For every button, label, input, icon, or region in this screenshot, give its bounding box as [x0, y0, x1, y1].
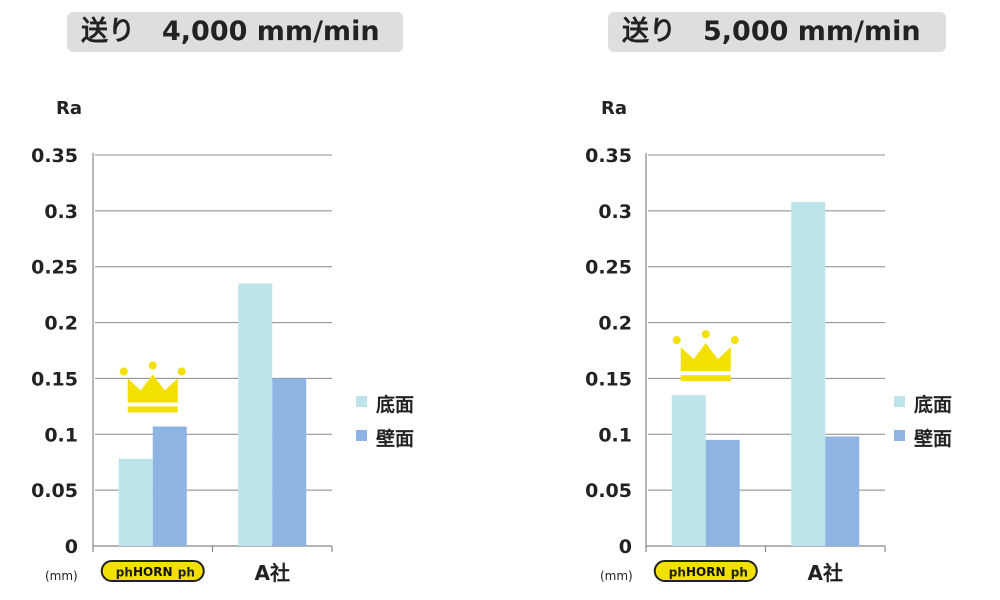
- y-tick-label: 0.25: [31, 257, 78, 279]
- y-tick-label: 0.35: [585, 145, 632, 167]
- y-tick-label: 0.1: [44, 424, 78, 446]
- y-tick-label: 0.15: [31, 368, 78, 390]
- bar-bottom-horn: [118, 458, 153, 546]
- horn-logo-mark: ph: [116, 566, 133, 580]
- bar-wall-horn: [152, 426, 187, 546]
- x-category-label: A社: [255, 561, 290, 585]
- crown-icon-jewel: [730, 336, 739, 345]
- chart-panel-feed-5000: 送り 5,000 mm/min Ra 0 0.05 0.1 0.15 0.2 0.25 0.3…: [500, 0, 1000, 600]
- horn-logo-mark: ph: [731, 566, 748, 580]
- legend-swatch-bottom: [356, 396, 367, 407]
- bar-wall-a-company: [825, 436, 860, 546]
- y-axis-label: Ra: [56, 98, 82, 119]
- y-tick-label: 0.15: [585, 368, 632, 390]
- bar-bottom-a-company: [791, 201, 826, 547]
- horn-logo-mark: ph: [669, 566, 686, 580]
- bar-bottom-horn: [671, 395, 706, 546]
- crown-icon-jewel: [119, 367, 128, 376]
- chart-title: 送り 4,000 mm/min: [67, 12, 403, 52]
- legend-swatch-bottom: [894, 396, 905, 407]
- bar-bottom-a-company: [238, 283, 273, 546]
- y-tick-label: 0: [619, 536, 632, 558]
- unit-label: (mm): [45, 569, 78, 583]
- crown-icon-body: [127, 374, 178, 403]
- horn-logo-mark: ph: [178, 566, 195, 580]
- y-tick-label: 0.2: [598, 313, 632, 335]
- crown-icon-jewel: [177, 367, 186, 376]
- crown-icon-jewel: [701, 330, 710, 339]
- y-tick-label: 0.3: [598, 201, 632, 223]
- y-tick-label: 0.3: [44, 201, 78, 223]
- bar-wall-a-company: [272, 378, 307, 546]
- crown-icon-body: [680, 343, 731, 372]
- horn-logo: ph HORN ph: [100, 560, 205, 582]
- bar-wall-horn: [705, 439, 740, 546]
- legend-label-wall: 壁面: [376, 427, 414, 450]
- y-axis-label: Ra: [601, 98, 627, 119]
- y-tick-label: 0.1: [598, 424, 632, 446]
- legend-label-bottom: 底面: [914, 393, 952, 416]
- legend-swatch-wall: [356, 430, 367, 441]
- y-tick-label: 0.05: [31, 480, 78, 502]
- crown-icon-band: [680, 375, 731, 382]
- crown-icon-jewel: [148, 361, 157, 370]
- y-tick-label: 0: [65, 536, 78, 558]
- x-category-label: A社: [808, 561, 843, 585]
- chart-panel-feed-4000: 送り 4,000 mm/min Ra 0 0.05 0.1 0.15 0.2 0.25 0.3…: [31, 12, 414, 585]
- y-tick-label: 0.35: [31, 145, 78, 167]
- horn-logo-text: HORN: [133, 565, 173, 579]
- y-tick-label: 0.25: [585, 257, 632, 279]
- chart-title: 送り 5,000 mm/min: [608, 12, 946, 52]
- horn-logo: ph HORN ph: [653, 560, 758, 582]
- horn-logo-text: HORN: [686, 565, 726, 579]
- horn-logo-badge: [100, 560, 205, 582]
- legend-label-wall: 壁面: [914, 427, 952, 450]
- legend-label-bottom: 底面: [376, 393, 414, 416]
- crown-icon: [119, 361, 186, 413]
- crown-icon-jewel: [672, 336, 681, 345]
- crown-icon-band: [127, 406, 178, 413]
- horn-logo-badge: [653, 560, 758, 582]
- y-tick-label: 0.2: [44, 313, 78, 335]
- y-tick-label: 0.05: [585, 480, 632, 502]
- crown-icon: [672, 330, 739, 382]
- legend-swatch-wall: [894, 430, 905, 441]
- unit-label: (mm): [600, 569, 633, 583]
